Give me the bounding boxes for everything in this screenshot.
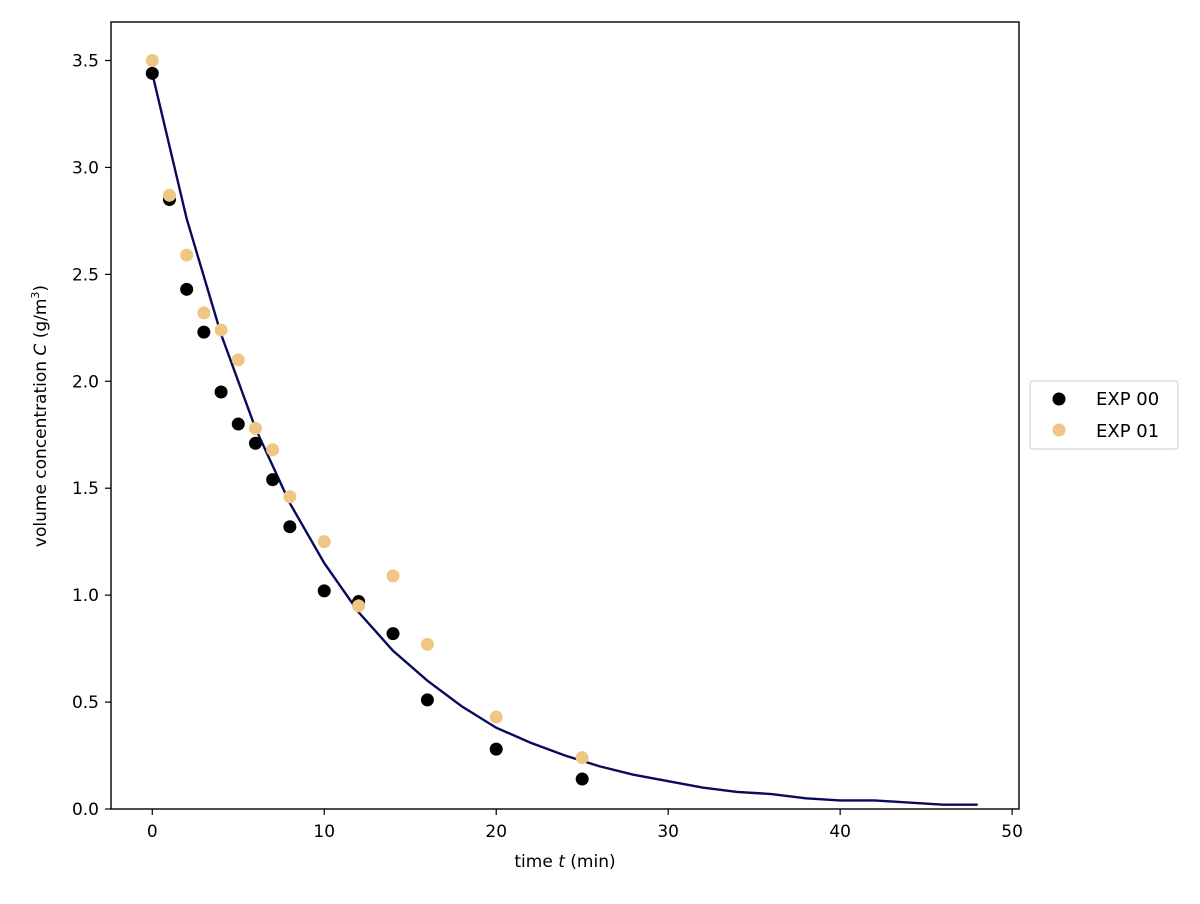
data-point-exp00: [420, 693, 434, 707]
x-tick-label: 40: [829, 822, 851, 842]
x-tick-label: 30: [657, 822, 679, 842]
data-point-exp00: [197, 325, 211, 339]
x-tick-label: 0: [147, 822, 158, 842]
y-tick-label: 1.0: [72, 586, 99, 606]
y-tick-label: 3.5: [72, 51, 99, 71]
legend-label-exp01: EXP 01: [1096, 421, 1159, 442]
data-point-exp00: [283, 520, 297, 534]
data-point-exp00: [214, 385, 228, 399]
points-layer: [145, 53, 589, 786]
legend: EXP 00 EXP 01: [1029, 380, 1179, 450]
data-point-exp00: [266, 473, 280, 487]
y-axis-label-close: ): [31, 285, 51, 292]
plot-frame: [110, 21, 1020, 810]
y-tick-label: 2.5: [72, 265, 99, 285]
legend-marker-exp00: [1052, 392, 1066, 406]
data-point-exp00: [317, 584, 331, 598]
y-tick-label: 3.0: [72, 158, 99, 178]
y-tick-label: 2.0: [72, 372, 99, 392]
data-point-exp00: [575, 772, 589, 786]
data-point-exp01: [420, 637, 434, 651]
data-point-exp01: [197, 306, 211, 320]
y-tick-label: 0.0: [72, 800, 99, 820]
data-point-exp00: [489, 742, 503, 756]
data-point-exp01: [214, 323, 228, 337]
data-point-exp01: [180, 248, 194, 262]
data-point-exp01: [145, 53, 159, 67]
x-tick-label: 20: [485, 822, 507, 842]
y-ticks: 0.0 0.5 1.0 1.5 2.0 2.5 3.0 3.5: [72, 51, 111, 820]
y-axis-label-prefix: volume concentration: [31, 356, 51, 548]
x-ticks: 0 10 20 30 40 50: [147, 809, 1023, 842]
data-point-exp01: [283, 490, 297, 504]
y-axis-label-suffix: (g/m: [31, 299, 51, 344]
data-point-exp01: [386, 569, 400, 583]
data-point-exp00: [231, 417, 245, 431]
x-axis-label-suffix: (min): [565, 852, 616, 872]
data-point-exp00: [386, 627, 400, 641]
data-point-exp01: [317, 535, 331, 549]
x-axis-label: time t (min): [514, 852, 615, 872]
x-axis-label-prefix: time: [514, 852, 558, 872]
y-tick-label: 0.5: [72, 693, 99, 713]
x-tick-label: 10: [313, 822, 335, 842]
y-tick-label: 1.5: [72, 479, 99, 499]
legend-marker-exp01: [1052, 423, 1066, 437]
data-point-exp01: [489, 710, 503, 724]
data-point-exp00: [180, 282, 194, 296]
data-point-exp01: [266, 443, 280, 457]
data-point-exp01: [352, 599, 366, 613]
data-point-exp01: [231, 353, 245, 367]
y-axis-label-sup: 3: [29, 292, 42, 299]
data-point-exp00: [145, 66, 159, 80]
data-point-exp01: [162, 188, 176, 202]
fit-curve: [151, 73, 978, 806]
data-point-exp00: [248, 436, 262, 450]
legend-label-exp00: EXP 00: [1096, 389, 1159, 410]
x-axis-label-var: t: [558, 852, 566, 872]
data-point-exp01: [248, 421, 262, 435]
data-point-exp01: [575, 751, 589, 765]
fit-layer: [151, 73, 978, 806]
y-axis-label-var: C: [31, 344, 51, 356]
legend-box: [1029, 380, 1179, 450]
x-tick-label: 50: [1001, 822, 1023, 842]
y-axis-label: volume concentration C (g/m3): [29, 285, 51, 547]
